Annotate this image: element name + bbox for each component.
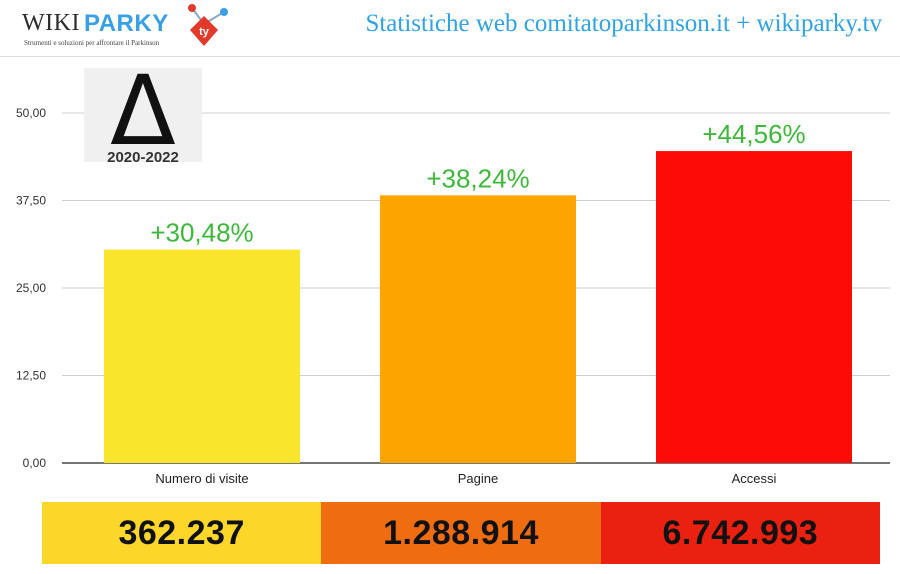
logo-parky-text: PARKY xyxy=(84,10,169,37)
wikiparky-logo[interactable]: WIKI PARKY Strumenti e soluzioni per aff… xyxy=(22,4,228,52)
total-cell-pages: 1.288.914 xyxy=(321,502,601,564)
molecule-logo-icon: ty xyxy=(188,4,228,46)
logo-wiki-text: WIKI xyxy=(22,10,80,36)
logo-tagline: Strumenti e soluzioni per affrontare il … xyxy=(24,39,160,47)
data-label: +30,48% xyxy=(150,218,253,248)
totals-strip: 362.237 1.288.914 6.742.993 xyxy=(42,502,880,564)
data-label: +38,24% xyxy=(426,163,529,193)
y-tick-label: 25,00 xyxy=(16,281,46,295)
logo-mark-text: ty xyxy=(199,26,210,38)
bar-3 xyxy=(656,151,852,463)
y-tick-label: 37,50 xyxy=(16,194,46,208)
y-tick-label: 50,00 xyxy=(16,106,46,120)
delta-symbol: Δ xyxy=(110,68,176,148)
header: WIKI PARKY Strumenti e soluzioni per aff… xyxy=(0,0,900,56)
chart-labels: 0,00 12,50 25,00 37,50 50,00 +30,48% Numero di… xyxy=(16,106,806,486)
delta-badge: Δ 2020-2022 xyxy=(84,55,202,167)
y-tick-label: 12,50 xyxy=(16,369,46,383)
total-cell-visits: 362.237 xyxy=(42,502,322,564)
data-label: +44,56% xyxy=(702,119,805,149)
bar-1 xyxy=(104,249,300,463)
x-tick-label: Numero di visite xyxy=(155,471,248,486)
x-tick-label: Pagine xyxy=(458,471,498,486)
delta-symbol-icon: Δ xyxy=(110,55,176,167)
header-divider xyxy=(0,56,900,57)
bar-chart: 0,00 12,50 25,00 37,50 50,00 +30,48% Numero di… xyxy=(16,106,890,486)
y-tick-label: 0,00 xyxy=(23,456,47,470)
page-title: Statistiche web comitatoparkinson.it + w… xyxy=(365,10,882,37)
delta-period-label: 2020-2022 xyxy=(107,149,179,166)
bar-2 xyxy=(380,195,576,463)
x-tick-label: Accessi xyxy=(732,471,777,486)
total-cell-accesses: 6.742.993 xyxy=(600,502,880,564)
chart-bars xyxy=(104,151,852,463)
